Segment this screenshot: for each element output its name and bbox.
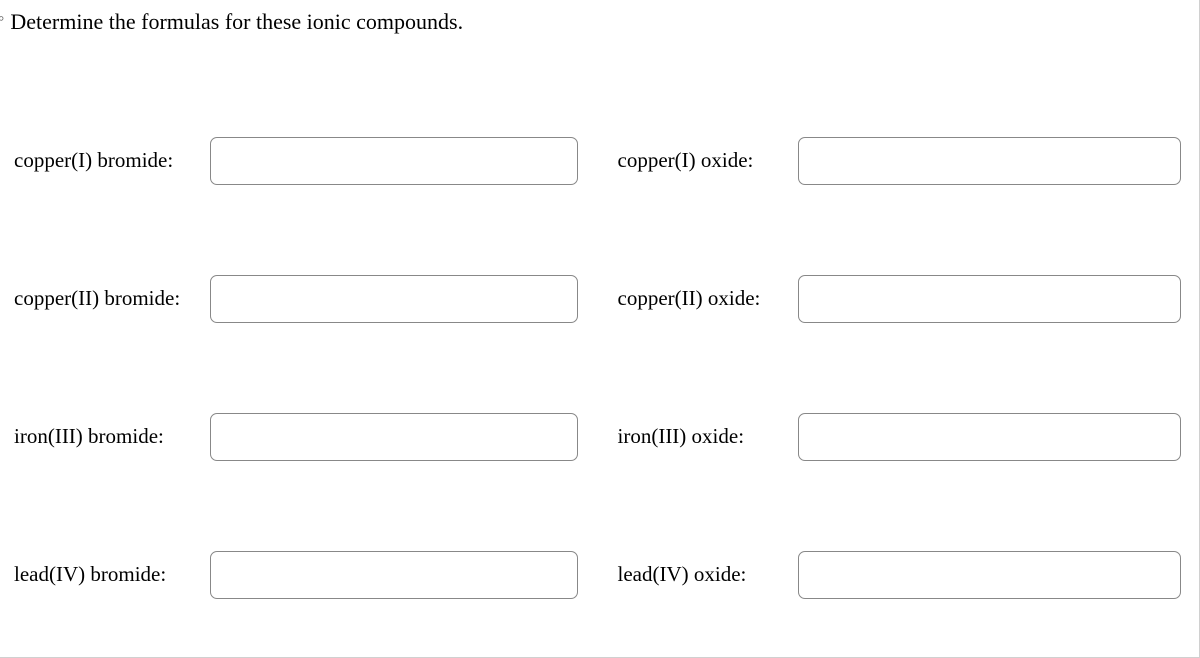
prompt-row: ◦ Determine the formulas for these ionic… xyxy=(0,0,1199,37)
label-copper-ii-bromide: copper(II) bromide: xyxy=(14,286,192,311)
input-lead-iv-bromide[interactable] xyxy=(210,551,578,599)
input-copper-i-oxide[interactable] xyxy=(798,137,1182,185)
field-iron-iii-oxide: iron(III) oxide: xyxy=(618,413,1182,461)
input-copper-ii-bromide[interactable] xyxy=(210,275,578,323)
question-container: ◦ Determine the formulas for these ionic… xyxy=(0,0,1200,658)
field-lead-iv-oxide: lead(IV) oxide: xyxy=(618,551,1182,599)
field-copper-ii-oxide: copper(II) oxide: xyxy=(618,275,1182,323)
label-iron-iii-oxide: iron(III) oxide: xyxy=(618,424,780,449)
field-iron-iii-bromide: iron(III) bromide: xyxy=(14,413,578,461)
input-copper-i-bromide[interactable] xyxy=(210,137,578,185)
question-prompt: Determine the formulas for these ionic c… xyxy=(10,8,463,37)
field-copper-i-oxide: copper(I) oxide: xyxy=(618,137,1182,185)
fields-grid: copper(I) bromide: copper(I) oxide: copp… xyxy=(0,37,1199,619)
input-iron-iii-oxide[interactable] xyxy=(798,413,1182,461)
label-copper-ii-oxide: copper(II) oxide: xyxy=(618,286,780,311)
field-copper-i-bromide: copper(I) bromide: xyxy=(14,137,578,185)
bullet-icon: ◦ xyxy=(0,8,4,30)
label-lead-iv-oxide: lead(IV) oxide: xyxy=(618,562,780,587)
label-iron-iii-bromide: iron(III) bromide: xyxy=(14,424,192,449)
field-lead-iv-bromide: lead(IV) bromide: xyxy=(14,551,578,599)
label-lead-iv-bromide: lead(IV) bromide: xyxy=(14,562,192,587)
label-copper-i-oxide: copper(I) oxide: xyxy=(618,148,780,173)
input-copper-ii-oxide[interactable] xyxy=(798,275,1182,323)
field-copper-ii-bromide: copper(II) bromide: xyxy=(14,275,578,323)
label-copper-i-bromide: copper(I) bromide: xyxy=(14,148,192,173)
input-lead-iv-oxide[interactable] xyxy=(798,551,1182,599)
input-iron-iii-bromide[interactable] xyxy=(210,413,578,461)
